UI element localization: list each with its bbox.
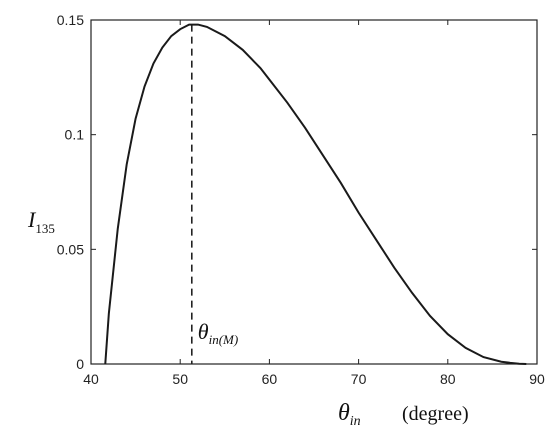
peak-marker-label: θin(M) [198,319,238,347]
x-tick-label: 70 [351,371,367,387]
y-tick-label: 0.15 [57,12,84,28]
tick-group: 40 50 60 70 80 90 0 0.05 0.1 0.15 [57,12,545,387]
plot-frame [90,19,538,365]
data-curve [104,23,527,365]
y-axis-label-main: I [27,207,37,232]
y-tick-label: 0.05 [57,241,84,257]
x-axis-label: θin [338,400,361,429]
x-tick-label: 90 [529,371,545,387]
y-tick-label: 0 [76,356,84,372]
x-axis-unit: (degree) [402,403,469,425]
peak-marker-label-main: θ [198,319,209,344]
x-tick-label: 60 [262,371,278,387]
peak-marker-label-sub: in(M) [209,332,239,347]
y-axis-label: I135 [27,207,55,236]
x-tick-label: 40 [83,371,99,387]
x-tick-label: 80 [440,371,456,387]
y-tick-label: 0.1 [65,127,85,143]
x-axis-label-main: θ [338,400,350,426]
annotation-group: θin(M) [190,24,238,364]
y-axis-label-sub: 135 [35,221,55,236]
x-axis-label-sub: in [350,414,361,429]
x-tick-label: 50 [172,371,188,387]
